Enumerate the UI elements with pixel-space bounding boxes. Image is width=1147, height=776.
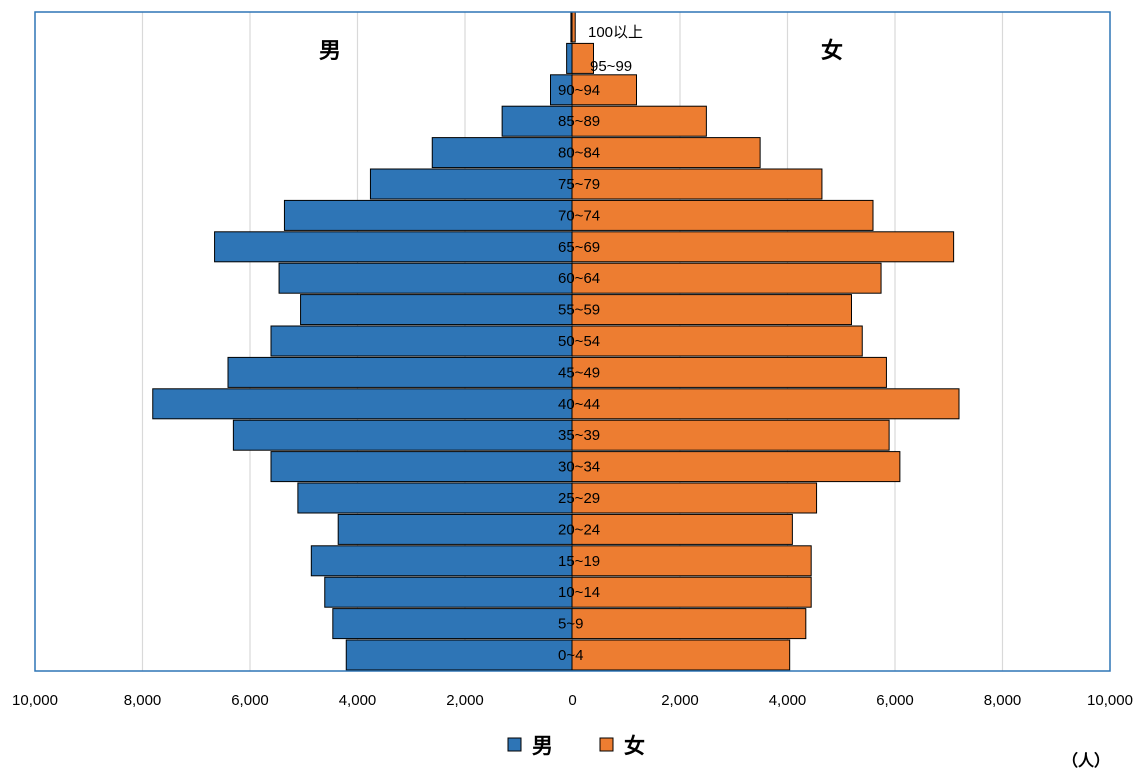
male-bar xyxy=(431,137,573,169)
age-label: 65~69 xyxy=(558,239,600,256)
age-label: 45~49 xyxy=(558,364,600,381)
x-tick-label: 8,000 xyxy=(124,692,162,709)
male-bar xyxy=(369,168,573,200)
male-bar xyxy=(227,356,573,388)
x-tick-label: 6,000 xyxy=(231,692,269,709)
x-tick-label: 4,000 xyxy=(769,692,807,709)
age-label: 50~54 xyxy=(558,333,600,350)
male-bar xyxy=(283,199,573,231)
bars xyxy=(152,11,960,671)
female-bar xyxy=(571,451,901,483)
male-bar xyxy=(310,545,573,577)
female-bar xyxy=(571,545,812,577)
female-bar xyxy=(571,356,887,388)
female-side-label: 女 xyxy=(821,38,843,64)
x-tick-label: 6,000 xyxy=(876,692,914,709)
age-label: 35~39 xyxy=(558,427,600,444)
female-bar xyxy=(571,513,793,545)
age-label: 55~59 xyxy=(558,302,600,319)
plot-frame xyxy=(34,11,1111,672)
male-bar xyxy=(345,639,573,671)
x-tick-label: 10,000 xyxy=(1087,692,1133,709)
male-bar xyxy=(270,325,573,357)
female-bar xyxy=(571,42,594,74)
age-label: 30~34 xyxy=(558,459,600,476)
legend-swatch xyxy=(507,737,522,752)
female-bar xyxy=(571,105,707,137)
female-bar xyxy=(571,168,823,200)
unit-label: （人） xyxy=(1062,751,1110,770)
male-bar xyxy=(278,262,573,294)
female-bar xyxy=(571,294,852,326)
age-label: 40~44 xyxy=(558,396,600,413)
age-label: 100以上 xyxy=(588,24,643,41)
male-side-label: 男 xyxy=(319,39,341,64)
legend-label: 男 xyxy=(532,734,553,758)
female-bar xyxy=(571,199,874,231)
x-tick-label: 8,000 xyxy=(984,692,1022,709)
male-bar xyxy=(300,294,573,326)
age-label: 90~94 xyxy=(558,82,600,99)
x-tick-label: 0 xyxy=(568,692,576,709)
female-bar xyxy=(571,419,890,451)
age-label: 75~79 xyxy=(558,176,600,193)
age-label: 5~9 xyxy=(558,616,583,633)
male-bar xyxy=(214,231,573,263)
age-labels: 0~4 5~9 10~14 15~19 20~24 25~29 30~34 35~39 40~4… xyxy=(558,24,643,664)
male-bar xyxy=(566,42,573,74)
male-bar xyxy=(152,388,573,420)
age-label: 0~4 xyxy=(558,647,583,664)
age-label: 10~14 xyxy=(558,584,600,601)
age-label: 70~74 xyxy=(558,207,600,224)
male-bar xyxy=(232,419,573,451)
age-label: 20~24 xyxy=(558,521,600,538)
legend-swatch xyxy=(599,737,614,752)
age-label: 60~64 xyxy=(558,270,600,287)
x-tick-label: 2,000 xyxy=(661,692,699,709)
female-bar xyxy=(571,639,791,671)
male-bar xyxy=(324,576,573,608)
legend: 男女 xyxy=(507,734,645,758)
age-label: 25~29 xyxy=(558,490,600,507)
female-bar xyxy=(571,11,576,43)
female-bar xyxy=(571,325,863,357)
male-bar xyxy=(297,482,573,514)
female-bar xyxy=(571,74,637,106)
female-bar xyxy=(571,608,807,640)
female-bar xyxy=(571,482,818,514)
male-bar xyxy=(337,513,573,545)
legend-label: 女 xyxy=(624,734,645,758)
female-bar xyxy=(571,576,812,608)
x-tick-label: 4,000 xyxy=(339,692,377,709)
age-label: 80~84 xyxy=(558,145,600,162)
female-bar xyxy=(571,388,960,420)
female-bar xyxy=(571,262,882,294)
female-bar xyxy=(571,231,955,263)
x-tick-label: 2,000 xyxy=(446,692,484,709)
x-axis-ticks: 10,000 8,000 6,000 4,000 2,000 0 2,000 4,000 6,0… xyxy=(12,692,1133,709)
age-label: 15~19 xyxy=(558,553,600,570)
female-bar xyxy=(571,137,761,169)
age-label: 85~89 xyxy=(558,113,600,130)
x-tick-label: 10,000 xyxy=(12,692,58,709)
male-bar xyxy=(332,608,573,640)
male-bar xyxy=(270,451,573,483)
age-label: 95~99 xyxy=(590,58,632,75)
